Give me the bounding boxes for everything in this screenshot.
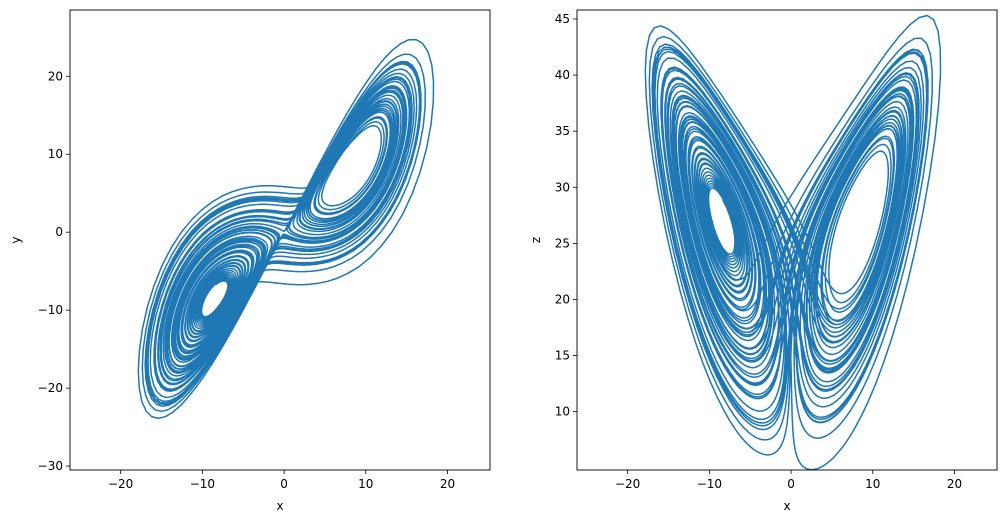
y-tick-label: 0: [55, 225, 63, 239]
xy-axes-frame: [69, 9, 491, 471]
y-tick-label: 15: [555, 349, 570, 363]
x-tick-label: 10: [358, 477, 373, 491]
y-tick-label: 20: [48, 69, 63, 83]
x-tick-label: −20: [615, 477, 640, 491]
y-tick-label: −10: [38, 303, 63, 317]
x-tick-label: −10: [190, 477, 215, 491]
x-tick-label: 20: [947, 477, 962, 491]
xz-x-axis-label: x: [783, 499, 790, 513]
x-tick-label: −10: [697, 477, 722, 491]
x-tick-label: −20: [108, 477, 133, 491]
x-tick-label: 0: [280, 477, 288, 491]
y-tick-label: 30: [555, 180, 570, 194]
xy-y-ticks: −30 −20 −10 0 10 20: [38, 69, 70, 473]
xz-axes-frame: [576, 9, 998, 471]
trajectory-xy-line: [137, 38, 435, 420]
xy-y-axis-label: y: [9, 236, 23, 243]
y-tick-label: 10: [555, 405, 570, 419]
xy-x-axis-label: x: [276, 499, 283, 513]
y-tick-label: 45: [555, 12, 570, 26]
x-tick-label: 10: [865, 477, 880, 491]
xz-y-axis-label: z: [529, 237, 543, 243]
y-tick-label: −20: [38, 381, 63, 395]
xy-x-ticks: −20 −10 0 10 20: [108, 470, 455, 491]
trajectory-xz-line: [644, 14, 942, 471]
y-tick-label: 20: [555, 292, 570, 306]
x-tick-label: 20: [440, 477, 455, 491]
y-tick-label: 10: [48, 147, 63, 161]
y-tick-label: 25: [555, 236, 570, 250]
xz-x-ticks: −20 −10 0 10 20: [615, 470, 962, 491]
xz-panel: −20 −10 0 10 20 10 15 20 25 30 35 40 45 x z: [529, 9, 998, 513]
x-tick-label: 0: [787, 477, 795, 491]
xy-panel: −20 −10 0 10 20 −30 −20 −10 0 10 20 x y: [9, 9, 491, 513]
xz-y-ticks: 10 15 20 25 30 35 40 45: [555, 12, 577, 419]
y-tick-label: −30: [38, 459, 63, 473]
y-tick-label: 40: [555, 68, 570, 82]
y-tick-label: 35: [555, 124, 570, 138]
